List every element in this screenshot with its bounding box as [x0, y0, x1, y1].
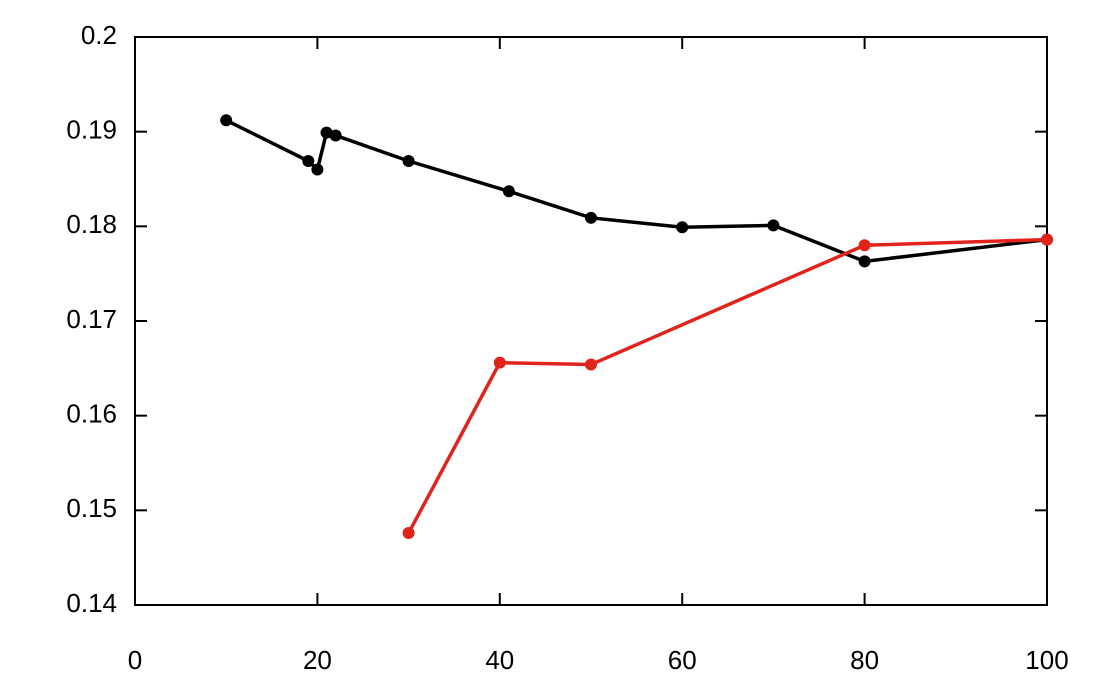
data-point [502, 185, 515, 198]
y-tick-label: 0.19 [66, 115, 117, 145]
y-tick-label: 0.14 [66, 588, 117, 618]
x-tick-label: 100 [1025, 645, 1068, 675]
y-tick-label: 0.16 [66, 399, 117, 429]
data-point [676, 221, 689, 234]
x-tick-label: 80 [850, 645, 879, 675]
data-point [402, 527, 415, 540]
y-tick-label: 0.2 [81, 20, 117, 50]
x-tick-label: 40 [485, 645, 514, 675]
x-tick-label: 60 [668, 645, 697, 675]
x-tick-label: 20 [303, 645, 332, 675]
series-line [407, 237, 1048, 534]
x-tick-label: 0 [128, 645, 142, 675]
data-point [858, 255, 871, 268]
y-tick-label: 0.15 [66, 493, 117, 523]
data-point [302, 155, 315, 168]
data-point [220, 114, 233, 127]
series-line [225, 118, 1048, 264]
data-point [858, 239, 871, 252]
data-point [767, 219, 780, 232]
plot-frame [134, 36, 1048, 606]
data-point [320, 126, 333, 139]
data-point [329, 129, 342, 142]
data-point [585, 358, 597, 371]
y-tick-label: 0.18 [66, 209, 117, 239]
data-point [493, 356, 506, 369]
data-point [585, 211, 597, 224]
data-point [402, 155, 415, 168]
data-point [311, 163, 324, 176]
data-point [1041, 233, 1053, 246]
y-tick-label: 0.17 [66, 304, 117, 334]
